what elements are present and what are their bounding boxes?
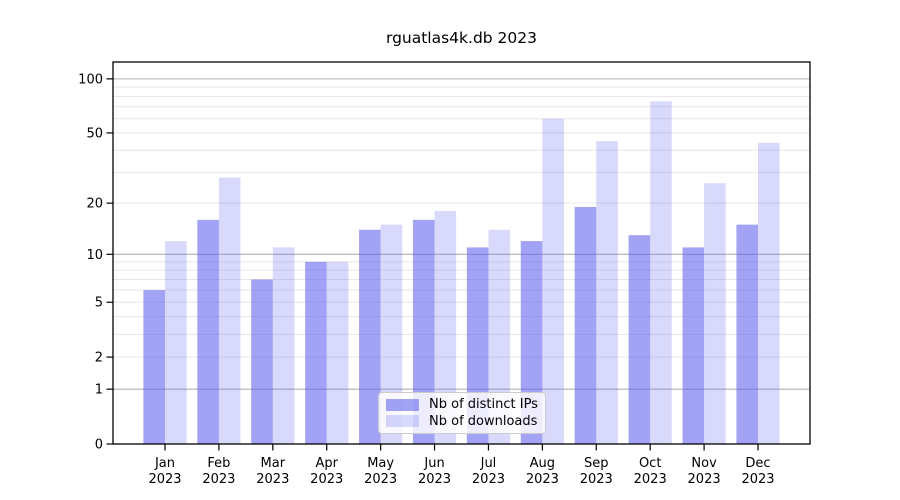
x-tick-label-month: Jul (480, 456, 497, 471)
x-tick-label-month: Nov (691, 456, 717, 471)
x-tick-label-month: Apr (315, 456, 338, 471)
bar (650, 101, 672, 445)
x-tick-label-month: May (367, 456, 394, 471)
legend-swatch-distinct-ips (386, 398, 419, 411)
x-tick-label-year: 2023 (148, 472, 181, 487)
x-tick-label-month: Aug (530, 456, 555, 471)
bar (218, 177, 241, 445)
bar (574, 206, 597, 444)
x-tick-label-month: Dec (745, 456, 770, 471)
legend-label-distinct-ips: Nb of distinct IPs (429, 397, 538, 413)
bar (197, 219, 219, 444)
x-tick-label-year: 2023 (526, 472, 559, 487)
x-tick-label-year: 2023 (202, 472, 235, 487)
y-tick-label: 5 (95, 296, 103, 311)
bar (488, 229, 511, 444)
x-tick-label-year: 2023 (256, 472, 289, 487)
y-tick-label: 20 (86, 197, 103, 212)
x-tick-label-year: 2023 (310, 472, 343, 487)
x-tick-label-month: Jan (154, 456, 175, 471)
x-tick-label-year: 2023 (580, 472, 613, 487)
y-tick-label: 0 (95, 438, 103, 453)
legend-item-downloads: Nb of downloads (386, 415, 538, 428)
y-tick-label: 100 (78, 72, 103, 87)
bar (380, 224, 403, 444)
bar (412, 219, 435, 444)
x-tick-label-year: 2023 (688, 472, 721, 487)
bar (434, 211, 457, 444)
x-tick-label-year: 2023 (741, 472, 774, 487)
bar (143, 290, 165, 444)
x-tick-label-month: Oct (639, 456, 661, 471)
bar (758, 142, 780, 444)
x-tick-label-year: 2023 (364, 472, 397, 487)
bar (682, 247, 705, 444)
bar (628, 235, 651, 444)
x-tick-label-month: Sep (584, 456, 609, 471)
x-tick-label-year: 2023 (472, 472, 505, 487)
chart-title: rguatlas4k.db 2023 (385, 29, 538, 47)
y-tick-label: 50 (86, 126, 103, 141)
y-tick-label: 10 (86, 248, 103, 263)
bar (326, 261, 349, 444)
legend-label-downloads: Nb of downloads (429, 413, 538, 429)
bar (272, 247, 295, 444)
bar (251, 279, 273, 444)
legend-swatch-downloads (386, 415, 419, 428)
x-tick-label-year: 2023 (418, 472, 451, 487)
bar (736, 224, 758, 444)
x-tick-label-month: Feb (207, 456, 230, 471)
bar (596, 141, 618, 444)
bar (305, 261, 327, 444)
x-tick-label-month: Jun (423, 456, 444, 471)
bar (542, 118, 564, 444)
x-tick-label-month: Mar (261, 456, 286, 471)
legend-item-distinct-ips: Nb of distinct IPs (386, 398, 538, 411)
axes-frame (112, 61, 811, 445)
y-tick-label: 2 (95, 351, 103, 366)
x-tick-label-year: 2023 (634, 472, 667, 487)
bar (704, 183, 726, 444)
bar (165, 241, 187, 444)
y-tick-label: 1 (95, 383, 103, 398)
bar (359, 229, 381, 444)
legend: Nb of distinct IPs Nb of downloads (378, 392, 546, 434)
